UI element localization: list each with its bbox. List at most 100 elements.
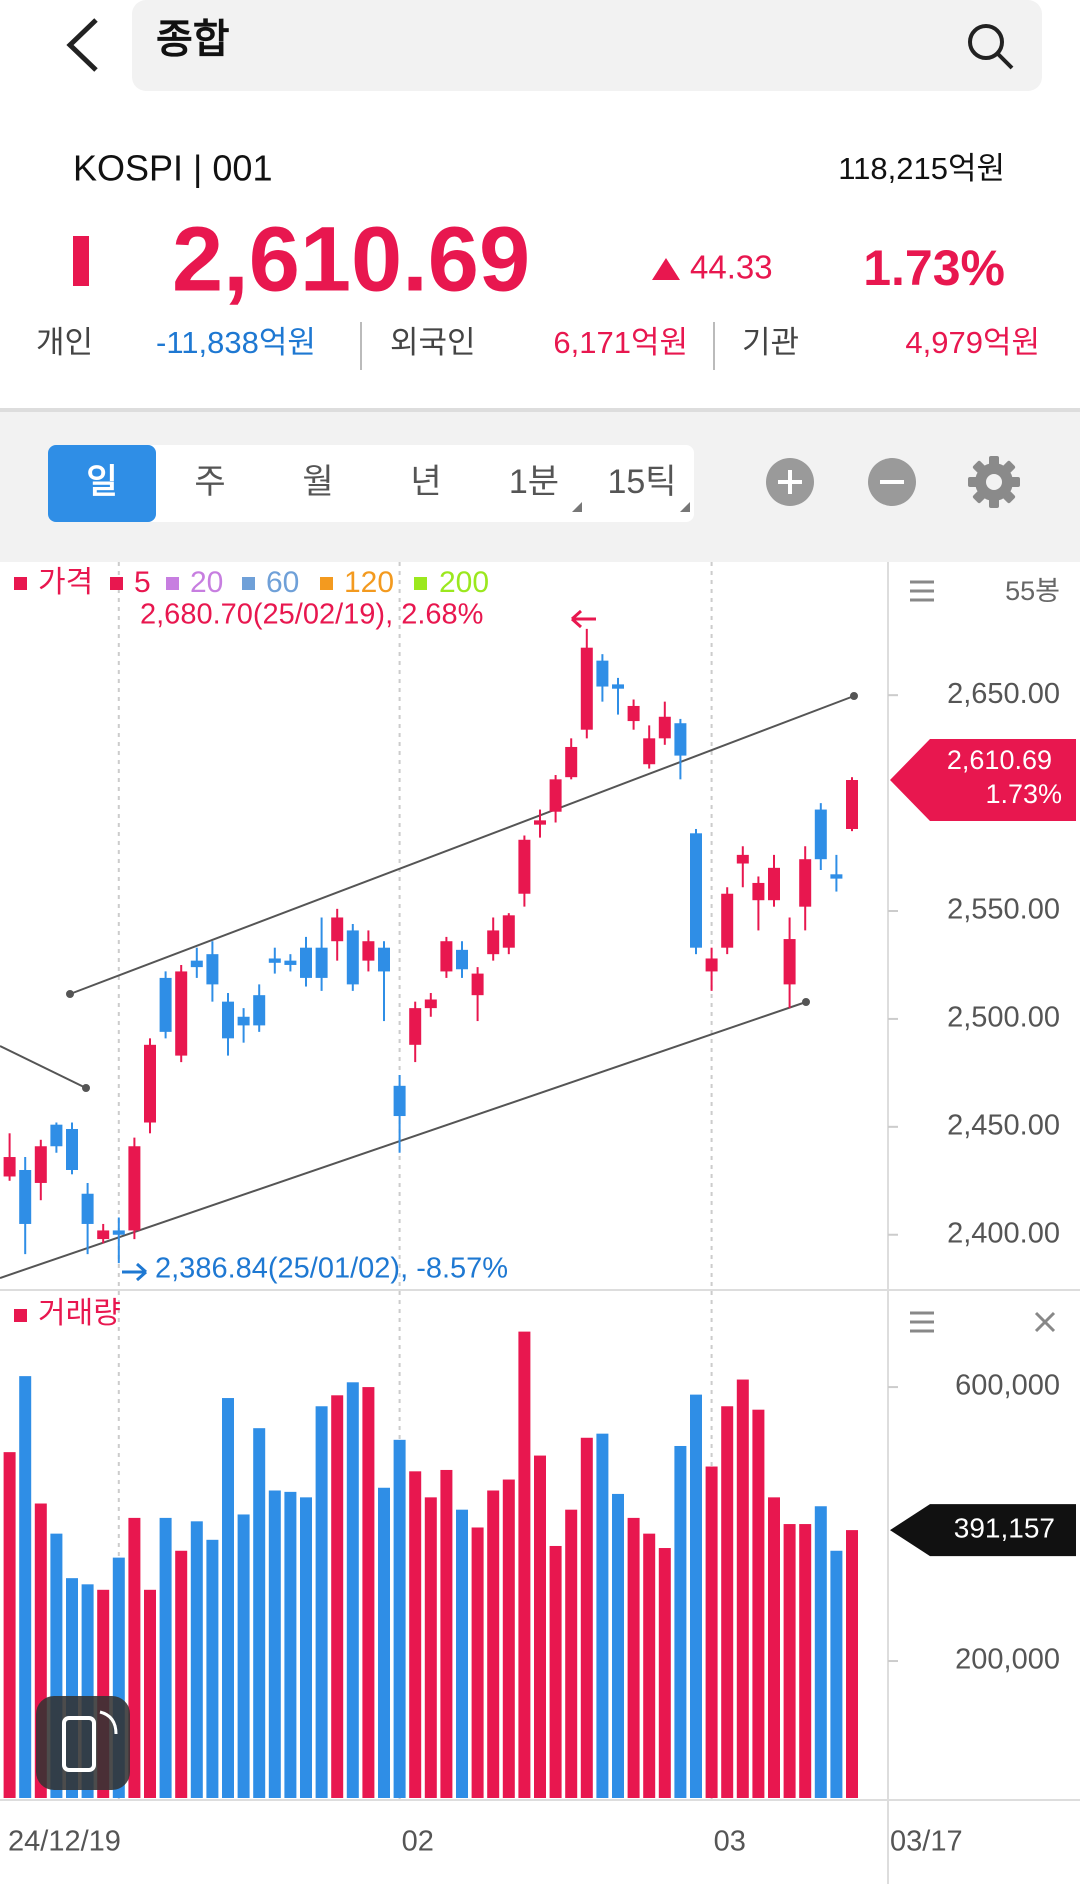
volume-bar: [502, 1479, 515, 1798]
tab[interactable]: 월: [302, 463, 333, 501]
x-tick-label: 02: [402, 1826, 434, 1858]
candle-body: [565, 746, 578, 778]
volume-bar: [814, 1506, 827, 1798]
candle-body: [612, 684, 624, 689]
up-triangle: [652, 258, 680, 280]
candle-body: [518, 839, 531, 894]
search-icon[interactable]: [968, 24, 1014, 70]
volume-bar: [799, 1524, 812, 1798]
candle-body: [284, 960, 297, 965]
x-end-label: 03/17: [890, 1826, 963, 1858]
volume-bar: [627, 1517, 640, 1798]
volume-bar: [736, 1379, 749, 1798]
volume-title: 거래량: [38, 1297, 121, 1330]
y-tick-label: 2,500.00: [947, 1002, 1060, 1034]
high-annotation: 2,680.70(25/02/19), 2.68%: [140, 599, 483, 631]
volume-bar: [128, 1517, 141, 1798]
legend-label: 120: [344, 566, 394, 599]
candle-body: [112, 1230, 125, 1235]
volume-bar: [175, 1550, 188, 1798]
candle-body: [487, 930, 500, 955]
tab[interactable]: 일: [86, 463, 117, 501]
y-tick-label: 600,000: [955, 1370, 1060, 1402]
legend: 가격 5 20 60 120 200: [14, 566, 489, 599]
legend-swatch: [110, 577, 123, 590]
volume-bar: [658, 1548, 671, 1798]
legend-label: 20: [190, 566, 223, 599]
volume-bar: [315, 1406, 328, 1798]
low-annotation: 2,386.84(25/01/02), -8.57%: [155, 1253, 508, 1285]
candle-body: [690, 833, 702, 948]
investor-value: 6,171억원: [553, 325, 688, 360]
tab[interactable]: 1분: [509, 463, 559, 501]
close-icon[interactable]: [1034, 1311, 1056, 1333]
candle-body: [471, 973, 484, 996]
candle-body: [97, 1230, 110, 1240]
tab[interactable]: 주: [194, 463, 225, 501]
page-title: 종합: [156, 18, 230, 62]
candle-body: [159, 977, 172, 1032]
candle-body: [362, 941, 375, 961]
search-box[interactable]: [132, 0, 1042, 91]
volume-bar: [268, 1490, 281, 1798]
menu-icon[interactable]: [910, 580, 934, 602]
candle-body: [81, 1193, 94, 1224]
candle-body: [534, 820, 546, 825]
volume-bar: [549, 1545, 562, 1798]
candle-body: [315, 947, 328, 978]
volume-bar: [393, 1439, 406, 1798]
volume-bar: [3, 1452, 16, 1798]
volume-bar: [487, 1490, 500, 1798]
volume-bar: [456, 1509, 468, 1798]
volume-bar: [237, 1514, 250, 1798]
volume-bar: [612, 1493, 624, 1798]
tab[interactable]: 15틱: [607, 463, 676, 501]
trade-amount: 118,215억원: [838, 151, 1005, 186]
zoom-out-button[interactable]: [868, 458, 916, 506]
volume-bar: [565, 1509, 578, 1798]
candle-body: [409, 1008, 422, 1045]
price-flag: [890, 739, 1076, 822]
y-tick-label: 2,450.00: [947, 1109, 1060, 1141]
legend-label: 5: [134, 566, 151, 599]
investor-value: -11,838억원: [156, 325, 316, 360]
candle-body: [643, 738, 656, 765]
candle-body: [814, 809, 827, 860]
candle-body: [424, 999, 437, 1009]
tab[interactable]: 년: [410, 463, 441, 501]
candle-body: [799, 859, 812, 907]
volume-bar: [300, 1497, 312, 1798]
legend-swatch: [242, 577, 255, 590]
candle-body: [830, 874, 843, 879]
back-button[interactable]: [66, 18, 98, 72]
candle-body: [502, 915, 515, 948]
legend-label: 200: [439, 566, 489, 599]
settings-button[interactable]: [968, 456, 1020, 508]
candle-body: [721, 893, 734, 948]
zoom-in-button[interactable]: [766, 458, 814, 506]
candle-body: [705, 958, 718, 972]
candle-body: [768, 867, 780, 901]
y-tick-label: 2,650.00: [947, 678, 1060, 710]
candle-body: [300, 947, 312, 978]
candle-body: [440, 941, 453, 972]
legend-swatch: [14, 1309, 27, 1322]
menu-icon[interactable]: [910, 1311, 934, 1333]
investor-label: 외국인: [390, 325, 476, 360]
candle-body: [144, 1044, 156, 1123]
current-price: 2,610.69: [172, 208, 530, 310]
candle-body: [378, 947, 390, 972]
volume-bar: [331, 1395, 344, 1798]
tab-selected[interactable]: [48, 445, 156, 522]
period-tabs: [48, 445, 694, 522]
candle-body: [222, 1001, 234, 1039]
volume-bar: [690, 1394, 702, 1798]
volume-bar: [534, 1455, 546, 1798]
rotate-button[interactable]: [36, 1696, 130, 1790]
tab-corner: [680, 502, 690, 512]
volume-bar: [643, 1533, 656, 1798]
volume-bar: [424, 1497, 437, 1798]
candle-body: [846, 780, 858, 829]
